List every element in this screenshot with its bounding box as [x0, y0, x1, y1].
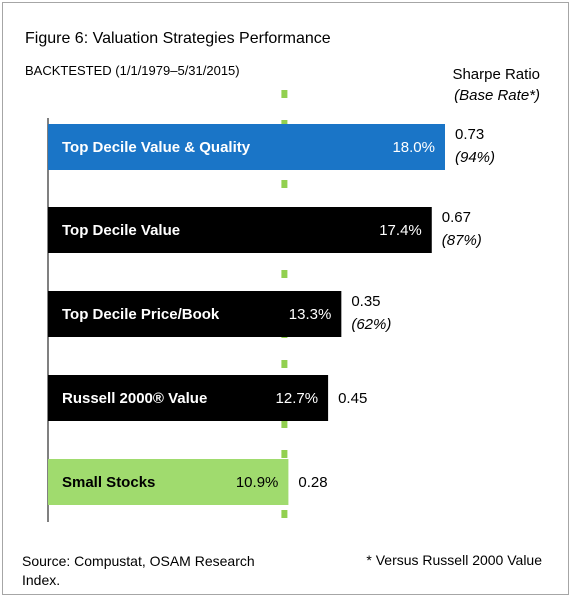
bar-label-1: Top Decile Value [62, 222, 180, 239]
sharpe-ratio-3: 0.45 [338, 390, 367, 407]
source-note: Source: Compustat, OSAM Research Index. [22, 553, 255, 588]
sharpe-ratio-2: 0.35 [351, 293, 380, 310]
footnote: * Versus Russell 2000 Value [366, 552, 542, 568]
bar-4 [48, 459, 289, 505]
bar-label-0: Top Decile Value & Quality [62, 139, 251, 156]
sharpe-ratio-header: Sharpe Ratio (Base Rate*) [452, 64, 540, 106]
base-rate-header-label: (Base Rate*) [454, 87, 540, 104]
value-label-4: 10.9% [236, 474, 279, 491]
chart-title: Figure 6: Valuation Strategies Performan… [25, 30, 331, 47]
bar-label-4: Small Stocks [62, 474, 155, 491]
bar-1 [48, 207, 432, 253]
base-rate-0: (94%) [455, 149, 495, 166]
sharpe-ratio-4: 0.28 [298, 474, 327, 491]
bar-0 [48, 124, 445, 170]
bar-label-3: Russell 2000® Value [62, 390, 207, 407]
sharpe-ratio-0: 0.73 [455, 126, 484, 143]
bar-2 [48, 291, 342, 337]
bar-3 [48, 375, 329, 421]
value-label-2: 13.3% [289, 306, 332, 323]
bar-label-2: Top Decile Price/Book [62, 306, 220, 323]
value-label-1: 17.4% [379, 222, 422, 239]
sharpe-ratio-header-label: Sharpe Ratio [452, 66, 540, 83]
value-label-3: 12.7% [276, 390, 319, 407]
base-rate-1: (87%) [442, 232, 482, 249]
sharpe-ratio-1: 0.67 [442, 209, 471, 226]
chart-frame [2, 2, 569, 595]
base-rate-2: (62%) [351, 316, 391, 333]
value-label-0: 18.0% [392, 139, 435, 156]
chart-subtitle: BACKTESTED (1/1/1979–5/31/2015) [25, 63, 240, 78]
